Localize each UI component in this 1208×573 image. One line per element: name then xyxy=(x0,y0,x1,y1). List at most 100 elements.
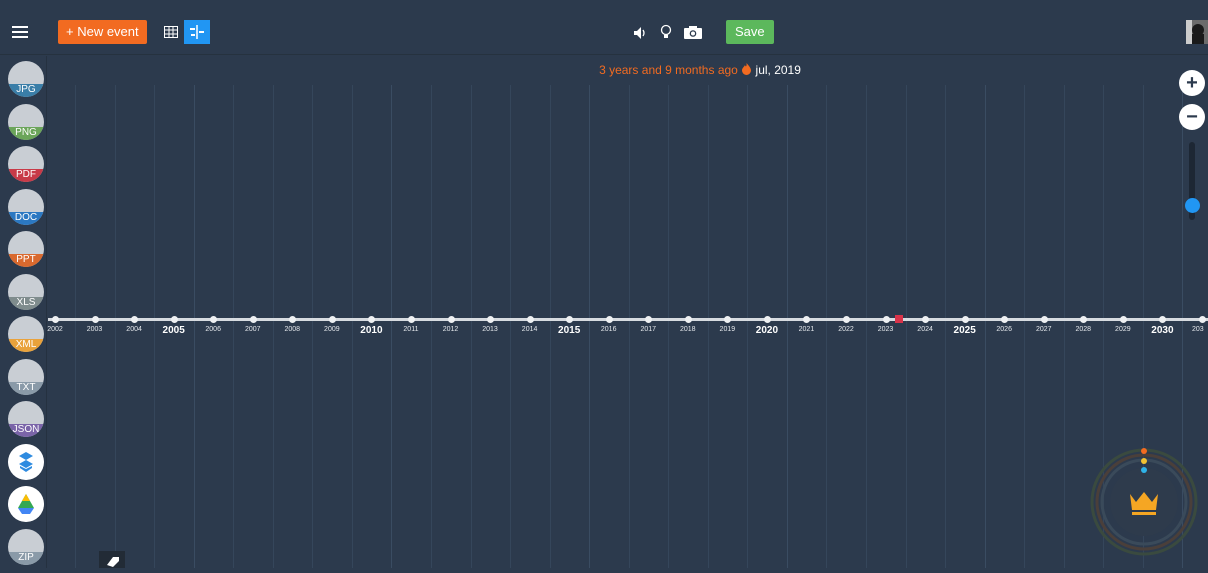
premium-crown-widget[interactable] xyxy=(1090,448,1198,556)
year-tick[interactable] xyxy=(763,316,771,323)
image-icon[interactable]: PNG xyxy=(8,103,44,140)
table-view-icon[interactable] xyxy=(158,20,184,44)
year-label: 2029 xyxy=(1115,326,1131,333)
export-label: JSON xyxy=(12,424,40,435)
export-label: JPG xyxy=(16,84,36,95)
new-event-button[interactable]: + New event xyxy=(58,20,147,44)
zoom-slider-handle[interactable] xyxy=(1185,198,1200,213)
zip-icon[interactable]: ZIP xyxy=(8,528,44,565)
time-ago-text: 3 years and 9 months ago xyxy=(599,63,738,77)
year-label: 2004 xyxy=(126,326,142,333)
year-tick[interactable] xyxy=(922,316,930,323)
gridline xyxy=(984,85,986,568)
year-tick[interactable] xyxy=(724,316,732,323)
year-tick[interactable] xyxy=(91,316,99,323)
year-label: 2030 xyxy=(1151,325,1174,336)
year-tick[interactable] xyxy=(961,316,969,323)
zoom-in-button[interactable]: + xyxy=(1179,70,1205,96)
timeline-canvas[interactable] xyxy=(0,55,1208,568)
gridline xyxy=(391,85,393,568)
year-label: 2014 xyxy=(521,326,538,333)
save-button[interactable]: Save xyxy=(726,20,774,44)
year-label: 2012 xyxy=(442,326,459,333)
menu-icon[interactable] xyxy=(12,26,28,38)
export-label: TXT xyxy=(16,381,36,393)
current-date: jul, 2019 xyxy=(755,63,801,77)
gridline xyxy=(786,85,788,568)
year-tick[interactable] xyxy=(1040,316,1048,323)
year-label: 2019 xyxy=(719,326,736,333)
gridline xyxy=(154,85,156,568)
doc-icon[interactable]: DOC xyxy=(8,188,44,225)
year-tick[interactable] xyxy=(1119,316,1127,323)
year-label: 2025 xyxy=(953,325,976,336)
lightbulb-icon[interactable] xyxy=(660,24,672,45)
gridline xyxy=(75,85,76,568)
zoom-out-button[interactable]: − xyxy=(1179,104,1205,130)
year-label: 2027 xyxy=(1035,326,1052,333)
gridline xyxy=(589,85,591,568)
export-label: PPT xyxy=(16,254,36,265)
gridline xyxy=(1103,85,1105,568)
year-tick[interactable] xyxy=(249,316,257,323)
export-label: PNG xyxy=(15,126,37,138)
year-tick[interactable] xyxy=(407,316,415,323)
year-tick[interactable] xyxy=(328,316,336,323)
year-tick[interactable] xyxy=(131,316,139,323)
year-tick[interactable] xyxy=(289,316,297,323)
year-tick[interactable] xyxy=(882,316,890,323)
current-date-marker[interactable] xyxy=(895,315,903,323)
ppt-icon[interactable]: PPT xyxy=(8,231,44,267)
year-label: 2006 xyxy=(205,326,221,333)
export-label: XML xyxy=(15,339,37,350)
year-label: 2010 xyxy=(360,325,383,336)
year-tick[interactable] xyxy=(803,316,811,323)
camera-icon[interactable] xyxy=(684,25,702,44)
year-tick[interactable] xyxy=(170,316,178,323)
json-icon[interactable]: JSON xyxy=(8,401,44,437)
year-tick[interactable] xyxy=(1159,316,1167,323)
top-toolbar: + New event Save xyxy=(0,10,1208,55)
year-tick[interactable] xyxy=(526,316,534,323)
year-tick[interactable] xyxy=(1001,316,1009,323)
tag-icon[interactable] xyxy=(99,551,125,568)
gridline xyxy=(1182,85,1184,568)
year-tick[interactable] xyxy=(645,316,653,323)
txt-icon[interactable]: TXT xyxy=(8,358,44,395)
year-label: 2021 xyxy=(798,326,815,333)
image-icon[interactable]: JPG xyxy=(8,61,44,97)
export-sidebar: JPG PNG PDF DOC PPT XLS XML TXT JSON ZIP xyxy=(0,56,47,568)
gridline xyxy=(707,85,709,568)
dropbox-icon[interactable] xyxy=(8,443,44,480)
year-tick[interactable] xyxy=(487,316,495,323)
year-tick[interactable] xyxy=(1198,316,1206,323)
timeline-axis[interactable] xyxy=(48,318,1208,321)
year-tick[interactable] xyxy=(368,316,376,323)
volume-icon[interactable] xyxy=(634,26,648,44)
year-label: 2009 xyxy=(324,326,340,333)
avatar[interactable] xyxy=(1186,20,1208,44)
year-tick[interactable] xyxy=(566,316,574,323)
gridline xyxy=(470,85,472,568)
gridline xyxy=(628,85,630,568)
year-tick[interactable] xyxy=(605,316,613,323)
year-label: 2022 xyxy=(838,326,854,333)
year-tick[interactable] xyxy=(843,316,850,323)
flame-icon xyxy=(741,63,755,77)
center-tools xyxy=(634,24,702,45)
year-label: 2018 xyxy=(680,326,696,333)
google-drive-icon[interactable] xyxy=(8,486,44,522)
pdf-icon[interactable]: PDF xyxy=(8,146,44,182)
xls-icon[interactable]: XLS xyxy=(8,273,44,310)
timeline-view-icon[interactable] xyxy=(184,20,210,44)
xml-icon[interactable]: XML xyxy=(8,316,44,352)
year-tick[interactable] xyxy=(447,316,455,323)
zoom-slider-track[interactable] xyxy=(1189,142,1195,220)
year-tick[interactable] xyxy=(684,316,692,323)
year-tick[interactable] xyxy=(210,316,218,323)
year-tick[interactable] xyxy=(52,316,59,323)
gridline xyxy=(826,85,828,568)
gridline xyxy=(866,85,867,568)
year-tick[interactable] xyxy=(1080,316,1088,323)
year-label: 2028 xyxy=(1075,326,1092,333)
